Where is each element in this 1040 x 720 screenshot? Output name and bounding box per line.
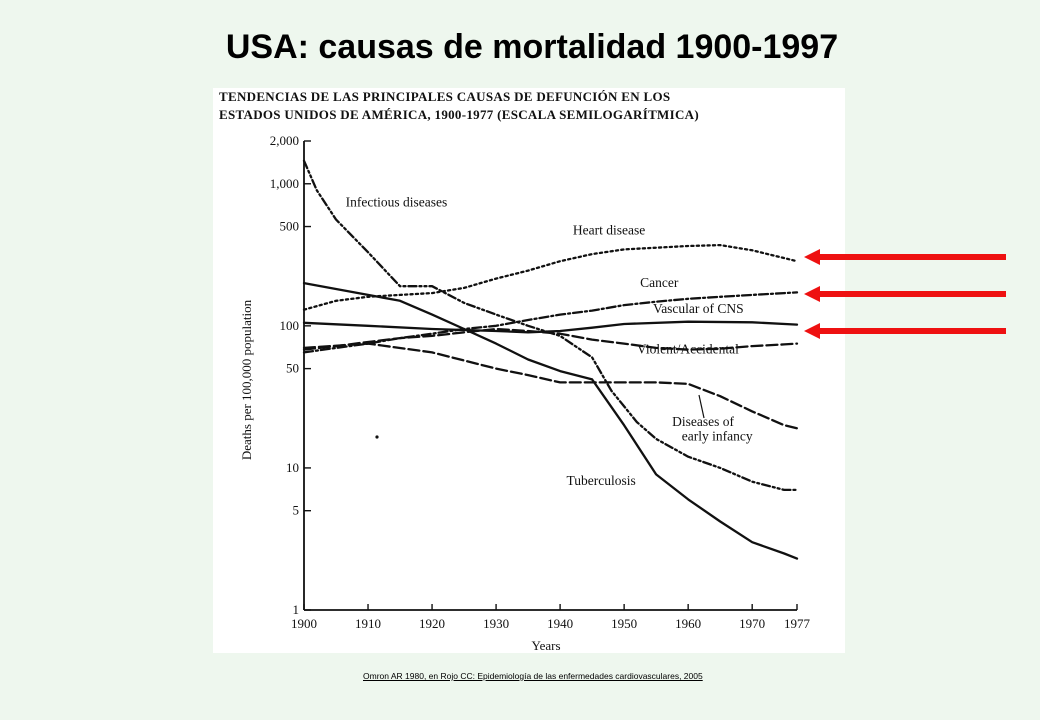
x-tick-label: 1940 [547,616,573,631]
x-tick-label: 1977 [784,616,811,631]
y-tick-label: 5 [293,503,300,518]
x-tick-label: 1960 [675,616,701,631]
series-annotation: Infectious diseases [346,195,448,210]
semilog-mortality-chart: TENDENCIAS DE LAS PRINCIPALES CAUSAS DE … [219,89,811,653]
y-tick-label: 50 [286,361,299,376]
x-axis-label: Years [531,638,560,653]
x-tick-label: 1920 [419,616,445,631]
series-annotation: Cancer [640,275,679,290]
series-annotation: Heart disease [573,222,645,237]
x-tick-label: 1950 [611,616,637,631]
x-tick-label: 1930 [483,616,509,631]
highlight-arrow-heart-disease [804,249,1006,265]
y-tick-label: 500 [280,219,300,234]
figure-title-line-2: ESTADOS UNIDOS DE AMÉRICA, 1900-1977 (ES… [219,107,699,122]
series-line-violent-accidental [302,327,799,351]
series-line-tuberculosis [302,281,799,560]
figure-title-line-1: TENDENCIAS DE LAS PRINCIPALES CAUSAS DE … [219,89,670,104]
x-tick-label: 1970 [739,616,765,631]
y-tick-label: 100 [280,318,300,333]
series-line-vascular-of-cns [302,320,799,334]
series-annotation: early infancy [682,428,753,443]
annotation-layer: Infectious diseases Heart disease Cancer Va… [346,195,753,488]
series-annotation: Diseases of [672,414,734,429]
series-line-diseases-of-early-infancy [302,342,799,430]
y-tick-label: 1 [293,602,300,617]
series-annotation: Violent/Accidental [637,341,739,356]
source-citation: Omron AR 1980, en Rojo CC: Epidemiología… [363,671,703,681]
y-tick-label: 10 [286,460,299,475]
y-tick-label: 1,000 [270,176,299,191]
slide-title: USA: causas de mortalidad 1900-1997 [225,28,839,66]
y-axis-label: Deaths per 100,000 population [239,299,254,460]
x-tick-label: 1900 [291,616,317,631]
y-tick-label: 2,000 [270,133,299,148]
series-layer [302,159,799,560]
x-tick-label: 1910 [355,616,381,631]
series-line-infectious-diseases [302,159,799,492]
highlight-arrow-vascular-cns [804,323,1006,339]
scan-speck [375,435,379,439]
scanned-figure: TENDENCIAS DE LAS PRINCIPALES CAUSAS DE … [213,88,845,653]
series-annotation: Vascular of CNS [653,301,744,316]
chart-axes: 1 5 10 50 100 500 1,000 2,000 1900 1910 1920 1930 19… [270,133,811,631]
leader-line [698,394,705,419]
highlight-arrow-cancer [804,286,1006,302]
series-annotation: Tuberculosis [567,473,636,488]
series-line-heart-disease [302,243,799,311]
